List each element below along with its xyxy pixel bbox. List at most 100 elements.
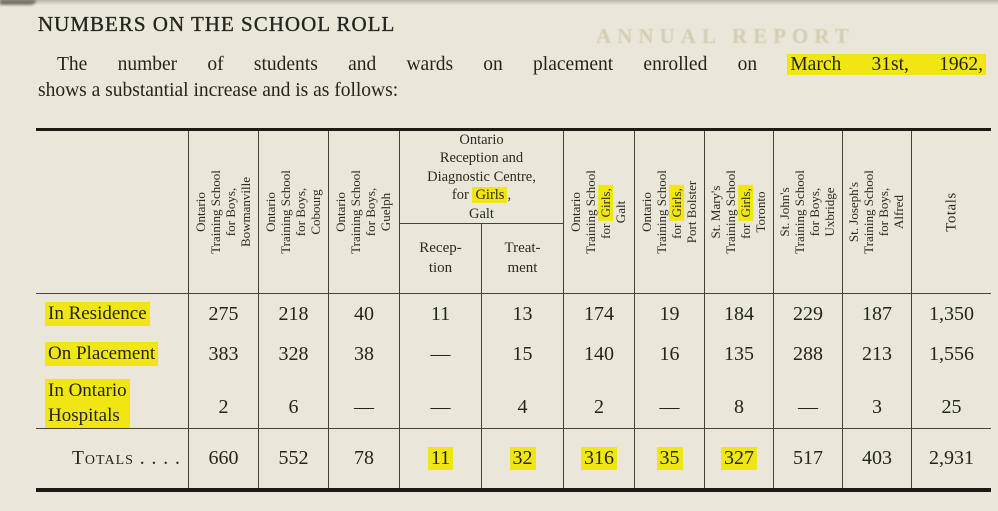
value-text: 78 (354, 447, 374, 469)
value-cell: 403 (842, 428, 911, 488)
value-text: 2 (594, 396, 604, 418)
value-text: 327 (721, 447, 757, 470)
school-roll-table: Ontario Training School for Boys, Bowman… (36, 128, 991, 492)
value-cell: 383 (188, 334, 258, 374)
value-cell: 218 (258, 294, 328, 334)
row-label-text: Totals . . . . (72, 447, 181, 469)
highlight-date: March 31st, 1962, (787, 54, 987, 75)
intro-text: The number of students and wards on plac… (57, 54, 788, 75)
value-text: 6 (288, 396, 299, 418)
value-cell: 35 (634, 428, 704, 488)
value-cell: 16 (634, 334, 704, 374)
value-text: 316 (581, 447, 617, 470)
value-cell: 4 (481, 374, 563, 428)
value-text: 2 (218, 396, 229, 418)
column-header-text: St. Mary's Training School for Girls, To… (708, 170, 768, 254)
value-text: 1,556 (929, 342, 974, 365)
column-header-text: Ontario Training School for Girls, Port … (638, 170, 699, 254)
column-header-st-marys-toronto: St. Mary's Training School for Girls, To… (704, 131, 773, 294)
row-label: On Placement (36, 334, 188, 374)
value-cell: 517 (773, 428, 842, 488)
column-header-text: Ontario Training School for Girls, Galt (568, 170, 628, 254)
value-text: 383 (208, 342, 239, 365)
value-text: 174 (584, 302, 614, 325)
value-cell: 187 (842, 294, 911, 334)
value-text: 38 (354, 342, 374, 365)
column-header-text: St. Joseph's Training School for Boys, A… (846, 170, 906, 254)
scan-artifact (0, 0, 36, 5)
value-text: — (354, 396, 374, 418)
value-text: — (798, 396, 818, 418)
value-cell: 1,350 (911, 294, 991, 334)
value-cell: 15 (481, 334, 563, 374)
value-text: 19 (659, 302, 680, 325)
value-text: 40 (354, 302, 374, 325)
value-text: — (430, 342, 451, 365)
value-cell: 40 (328, 294, 399, 334)
value-cell: 275 (188, 294, 258, 334)
value-text: 552 (278, 447, 309, 469)
value-cell: 38 (328, 334, 399, 374)
value-text: 2,931 (929, 447, 974, 469)
column-header-text: Totals (942, 192, 959, 232)
value-text: 11 (430, 302, 451, 325)
column-header-text: Ontario Training School for Boys, Bowman… (192, 170, 253, 254)
value-text: 288 (793, 342, 823, 365)
value-text: 3 (872, 396, 882, 418)
column-group-header-reception-diagnostic: Ontario Reception and Diagnostic Centre,… (399, 131, 563, 224)
value-text: 16 (659, 342, 680, 365)
value-cell: 11 (399, 428, 481, 488)
column-subheader-treatment: Treat- ment (481, 224, 563, 294)
value-cell: — (399, 334, 481, 374)
value-cell: 552 (258, 428, 328, 488)
value-cell: 229 (773, 294, 842, 334)
value-text: 660 (208, 447, 239, 469)
value-text: 25 (941, 396, 962, 418)
value-text: — (659, 396, 680, 418)
value-text: 213 (862, 342, 892, 365)
column-header-st-johns-uxbridge: St. John's Training School for Boys, Uxb… (773, 131, 842, 294)
column-header-guelph: Ontario Training School for Boys, Guelph (328, 131, 399, 294)
ink-bleedthrough-text: ANNUAL REPORT (596, 24, 855, 48)
page-title: NUMBERS ON THE SCHOOL ROLL (38, 12, 396, 36)
value-text: 4 (517, 396, 528, 418)
column-subheader-reception: Recep- tion (399, 224, 481, 294)
value-cell: — (773, 374, 842, 428)
header-empty-cell (36, 131, 188, 294)
value-cell: 78 (328, 428, 399, 488)
value-cell: 2,931 (911, 428, 991, 488)
value-cell: 174 (563, 294, 634, 334)
value-cell: 327 (704, 428, 773, 488)
value-text: 13 (512, 302, 533, 325)
row-label-text: In Residence (45, 301, 150, 327)
value-text: 32 (509, 447, 536, 470)
value-cell: 328 (258, 334, 328, 374)
value-cell: 316 (563, 428, 634, 488)
value-cell: 2 (188, 374, 258, 428)
value-text: 11 (427, 447, 454, 470)
column-header-cobourg: Ontario Training School for Boys, Cobour… (258, 131, 328, 294)
value-text: — (430, 396, 451, 418)
value-cell: 13 (481, 294, 563, 334)
value-cell: 288 (773, 334, 842, 374)
value-cell: 32 (481, 428, 563, 488)
column-header-text: Ontario Training School for Boys, Guelph (333, 170, 393, 254)
value-cell: 6 (258, 374, 328, 428)
value-text: 15 (512, 342, 533, 365)
value-cell: — (328, 374, 399, 428)
value-cell: 184 (704, 294, 773, 334)
value-cell: 11 (399, 294, 481, 334)
value-text: 135 (724, 342, 754, 365)
value-text: 275 (208, 302, 239, 325)
row-label-totals: Totals . . . . (36, 428, 188, 488)
column-header-totals: Totals (911, 131, 991, 294)
intro-line-2: shows a substantial increase and is as f… (38, 80, 399, 101)
column-header-girls-galt: Ontario Training School for Girls, Galt (563, 131, 634, 294)
value-cell: 25 (911, 374, 991, 428)
value-text: 140 (584, 342, 614, 365)
value-text: 328 (278, 342, 309, 365)
value-cell: 19 (634, 294, 704, 334)
row-label: In Residence (36, 294, 188, 334)
column-header-st-josephs-alfred: St. Joseph's Training School for Boys, A… (842, 131, 911, 294)
value-cell: — (634, 374, 704, 428)
